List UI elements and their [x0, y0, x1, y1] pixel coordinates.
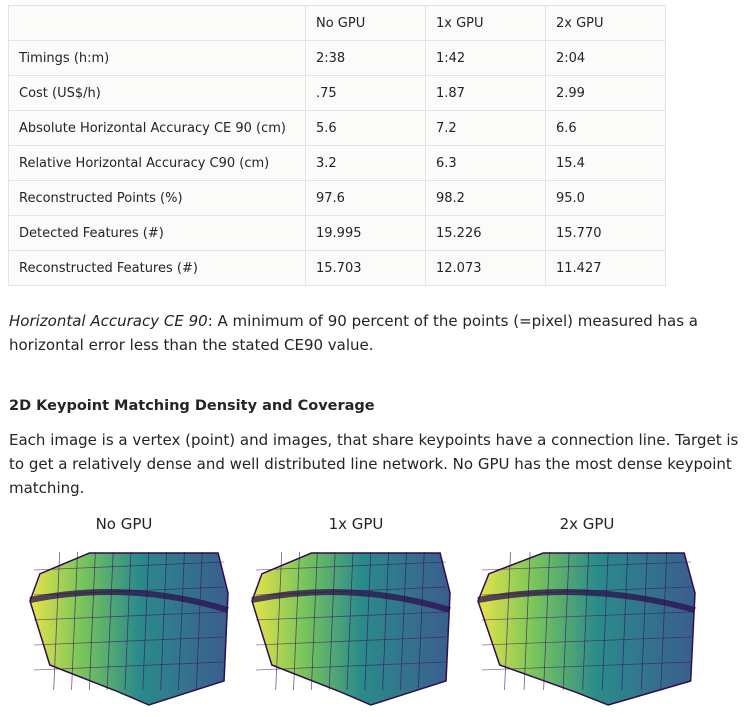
graph-edge	[481, 661, 692, 671]
table-row: Cost (US$/h) .75 1.87 2.99	[8, 75, 666, 111]
graph-edge	[582, 551, 590, 691]
keypoint-graph	[29, 552, 229, 706]
table-cell: 98.2	[425, 180, 546, 216]
note: Horizontal Accuracy CE 90: A minimum of …	[9, 309, 729, 357]
graph-edge	[275, 551, 283, 691]
table-cell: 15.4	[545, 145, 666, 181]
graph-edge	[33, 636, 225, 646]
row-label: Relative Horizontal Accuracy C90 (cm)	[8, 145, 306, 181]
column-header: 1x GPU	[425, 5, 546, 41]
graph-edge	[142, 551, 150, 691]
row-label: Absolute Horizontal Accuracy CE 90 (cm)	[8, 110, 306, 146]
graph-edge	[417, 551, 425, 691]
row-label: Detected Features (#)	[8, 215, 306, 251]
table-cell: 2:04	[545, 40, 666, 76]
table-cell: 15.703	[305, 250, 426, 286]
column-header: 2x GPU	[545, 5, 666, 41]
note-text: : A minimum of 90 percent of the points …	[9, 312, 698, 354]
table-cell: 97.6	[305, 180, 426, 216]
table-row: Timings (h:m) 2:38 1:42 2:04	[8, 40, 666, 76]
table-row: Relative Horizontal Accuracy C90 (cm) 3.2…	[8, 145, 666, 181]
graph-edge	[310, 551, 318, 691]
graph-band	[477, 589, 696, 613]
graph-edge	[255, 561, 447, 571]
table-cell: 1.87	[425, 75, 546, 111]
results-table: No GPU 1x GPU 2x GPU Timings (h:m) 2:38 1:42 2…	[8, 5, 666, 286]
graph-edge	[400, 551, 407, 691]
section-paragraph: Each image is a vertex (point) and image…	[9, 431, 739, 497]
graph-edge	[382, 551, 390, 691]
figure-caption: No GPU	[95, 515, 153, 533]
table-cell: 5.6	[305, 110, 426, 146]
table-cell: 7.2	[425, 110, 546, 146]
graph-edge	[178, 551, 185, 691]
keypoint-graph	[251, 552, 451, 706]
graph-edge	[504, 551, 511, 691]
row-label: Reconstructed Features (#)	[8, 250, 306, 286]
graph-edge	[481, 611, 692, 621]
graph-edge	[88, 551, 96, 691]
table-cell: 2.99	[545, 75, 666, 111]
row-label: Cost (US$/h)	[8, 75, 306, 111]
graph-edge	[160, 551, 168, 691]
table-cell: .75	[305, 75, 426, 111]
table-cell: 3.2	[305, 145, 426, 181]
section-heading: 2D Keypoint Matching Density and Coverag…	[9, 398, 375, 414]
graph-edge	[481, 636, 692, 646]
graph-edge	[523, 551, 531, 691]
graph-edge	[71, 551, 78, 691]
graph-edge	[660, 551, 668, 691]
graph-edge	[601, 551, 609, 691]
table-cell: 15.770	[545, 215, 666, 251]
graph-edge	[346, 551, 354, 691]
graph-edge	[621, 551, 629, 691]
table-row: Absolute Horizontal Accuracy CE 90 (cm) 5…	[8, 110, 666, 146]
table-cell: 15.226	[425, 215, 546, 251]
graph-edge	[53, 551, 61, 691]
graph-edge	[124, 551, 132, 691]
table-cell: 95.0	[545, 180, 666, 216]
graph-band	[251, 589, 451, 613]
graph-edge	[293, 551, 300, 691]
graph-edge	[255, 636, 447, 646]
figures	[29, 551, 696, 706]
graph-edge	[640, 551, 648, 691]
graph-edge	[33, 561, 225, 571]
row-label: Timings (h:m)	[8, 40, 306, 76]
note-term: Horizontal Accuracy CE 90	[9, 312, 208, 330]
table-row: Reconstructed Features (#) 15.703 12.073 11…	[8, 250, 666, 286]
table-row: Reconstructed Points (%) 97.6 98.2 95.0	[8, 180, 666, 216]
table-cell: 6.3	[425, 145, 546, 181]
table-row: Detected Features (#) 19.995 15.226 15.770	[8, 215, 666, 251]
graph-edge	[255, 661, 447, 671]
keypoint-graph	[477, 552, 696, 706]
graph-edge	[255, 611, 447, 621]
table-cell: 2:38	[305, 40, 426, 76]
graph-edge	[33, 611, 225, 621]
table-cell: 1:42	[425, 40, 546, 76]
table-cell: 6.6	[545, 110, 666, 146]
graph-band	[29, 589, 229, 613]
table-cell: 12.073	[425, 250, 546, 286]
header-row: No GPU 1x GPU 2x GPU	[8, 5, 666, 41]
table-cell: 19.995	[305, 215, 426, 251]
figure-caption: 1x GPU	[328, 515, 384, 533]
corner-cell	[8, 5, 306, 41]
figure-caption: 2x GPU	[559, 515, 615, 533]
graph-edge	[543, 551, 551, 691]
column-header: No GPU	[305, 5, 426, 41]
graph-edge	[195, 551, 203, 691]
row-label: Reconstructed Points (%)	[8, 180, 306, 216]
graph-edge	[33, 661, 225, 671]
table-cell: 11.427	[545, 250, 666, 286]
graph-edge	[481, 561, 692, 571]
graph-edge	[364, 551, 372, 691]
